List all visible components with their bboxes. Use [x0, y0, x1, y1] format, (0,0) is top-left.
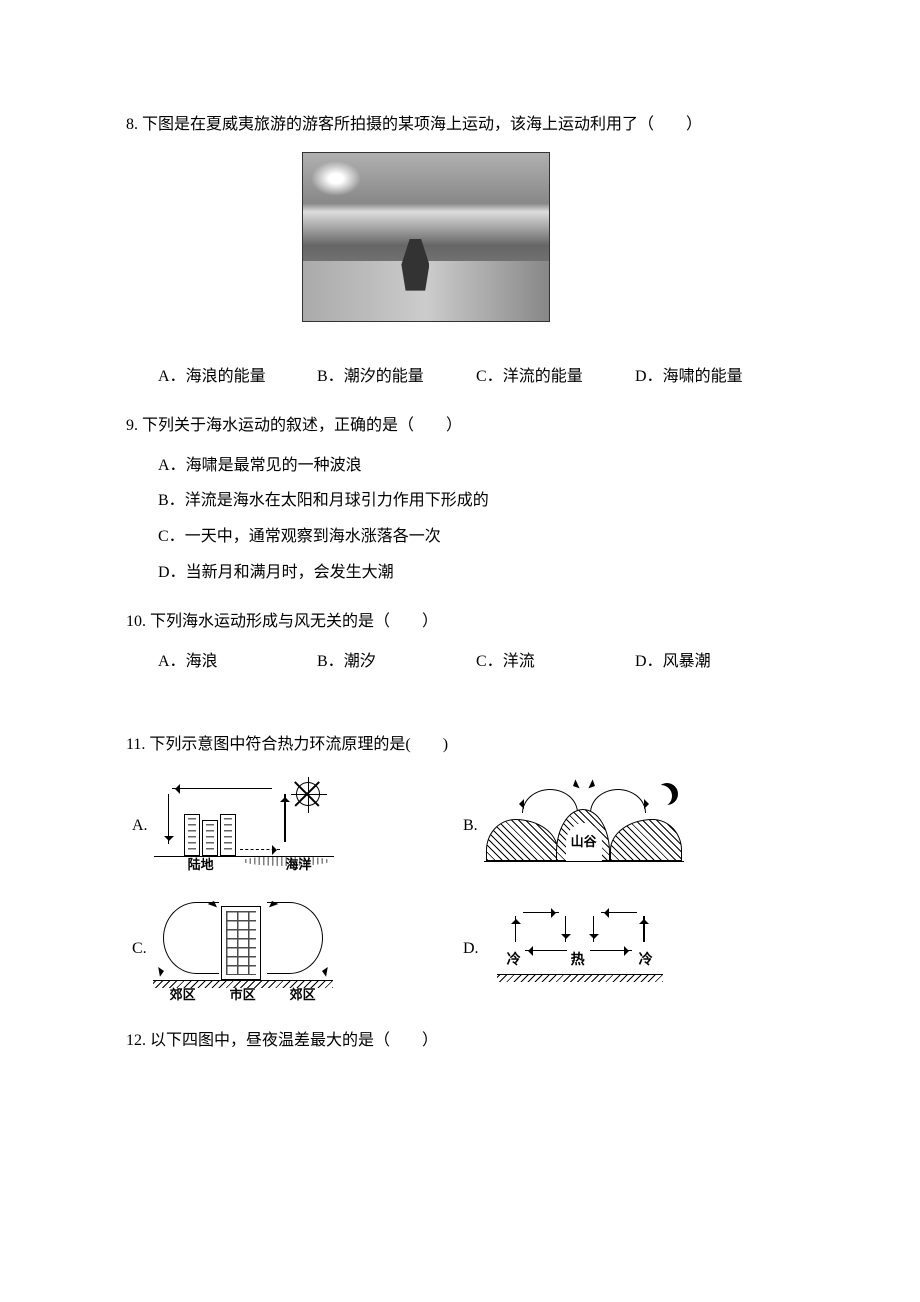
moon-icon: [656, 783, 678, 805]
diagram-a: 陆地 海洋: [154, 776, 334, 876]
q9-opt-a: A．海啸是最常见的一种波浪: [158, 453, 794, 479]
question-10: 10. 下列海水运动形成与风无关的是（ ） A．海浪 B．潮汐 C．洋流 D．风…: [126, 609, 794, 674]
diag-c-label: C.: [132, 936, 147, 962]
surfing-photo: [302, 152, 550, 322]
q12-text: 12. 以下四图中，昼夜温差最大的是（ ）: [126, 1028, 794, 1054]
question-9: 9. 下列关于海水运动的叙述，正确的是（ ） A．海啸是最常见的一种波浪 B．洋…: [126, 413, 794, 585]
q8-opt-c: C．洋流的能量: [476, 364, 635, 390]
q10-opt-b: B．潮汐: [317, 649, 476, 675]
q8-opt-a: A．海浪的能量: [158, 364, 317, 390]
q10-options: A．海浪 B．潮汐 C．洋流 D．风暴潮: [126, 649, 794, 675]
q8-opt-b: B．潮汐的能量: [317, 364, 476, 390]
q8-options: A．海浪的能量 B．潮汐的能量 C．洋流的能量 D．海啸的能量: [126, 364, 794, 390]
q9-text: 9. 下列关于海水运动的叙述，正确的是（ ）: [126, 413, 794, 439]
diag-d-label: D.: [463, 936, 479, 962]
question-11: 11. 下列示意图中符合热力环流原理的是( ) A.: [126, 732, 794, 1004]
q10-opt-a: A．海浪: [158, 649, 317, 675]
q9-opt-c: C．一天中，通常观察到海水涨落各一次: [158, 524, 794, 550]
q10-opt-c: C．洋流: [476, 649, 635, 675]
q8-text: 8. 下图是在夏威夷旅游的游客所拍摄的某项海上运动，该海上运动利用了（ ）: [126, 112, 794, 138]
diag-a-label: A.: [132, 813, 148, 839]
q10-opt-d: D．风暴潮: [635, 649, 794, 675]
diagram-c: 郊区 市区 郊区: [153, 894, 333, 1004]
q11-text: 11. 下列示意图中符合热力环流原理的是( ): [126, 732, 794, 758]
q9-opt-b: B．洋流是海水在太阳和月球引力作用下形成的: [158, 488, 794, 514]
q9-options: A．海啸是最常见的一种波浪 B．洋流是海水在太阳和月球引力作用下形成的 C．一天…: [126, 453, 794, 585]
question-8: 8. 下图是在夏威夷旅游的游客所拍摄的某项海上运动，该海上运动利用了（ ） A．…: [126, 112, 794, 389]
q10-text: 10. 下列海水运动形成与风无关的是（ ）: [126, 609, 794, 635]
diag-b-label: B.: [463, 813, 478, 839]
q8-opt-d: D．海啸的能量: [635, 364, 794, 390]
q11-diagrams: A. 陆地 海洋: [126, 776, 794, 1004]
diagram-d: 冷 热 冷: [485, 908, 675, 990]
q9-opt-d: D．当新月和满月时，会发生大潮: [158, 560, 794, 586]
question-12: 12. 以下四图中，昼夜温差最大的是（ ）: [126, 1028, 794, 1054]
diagram-b: 山谷: [484, 787, 684, 865]
